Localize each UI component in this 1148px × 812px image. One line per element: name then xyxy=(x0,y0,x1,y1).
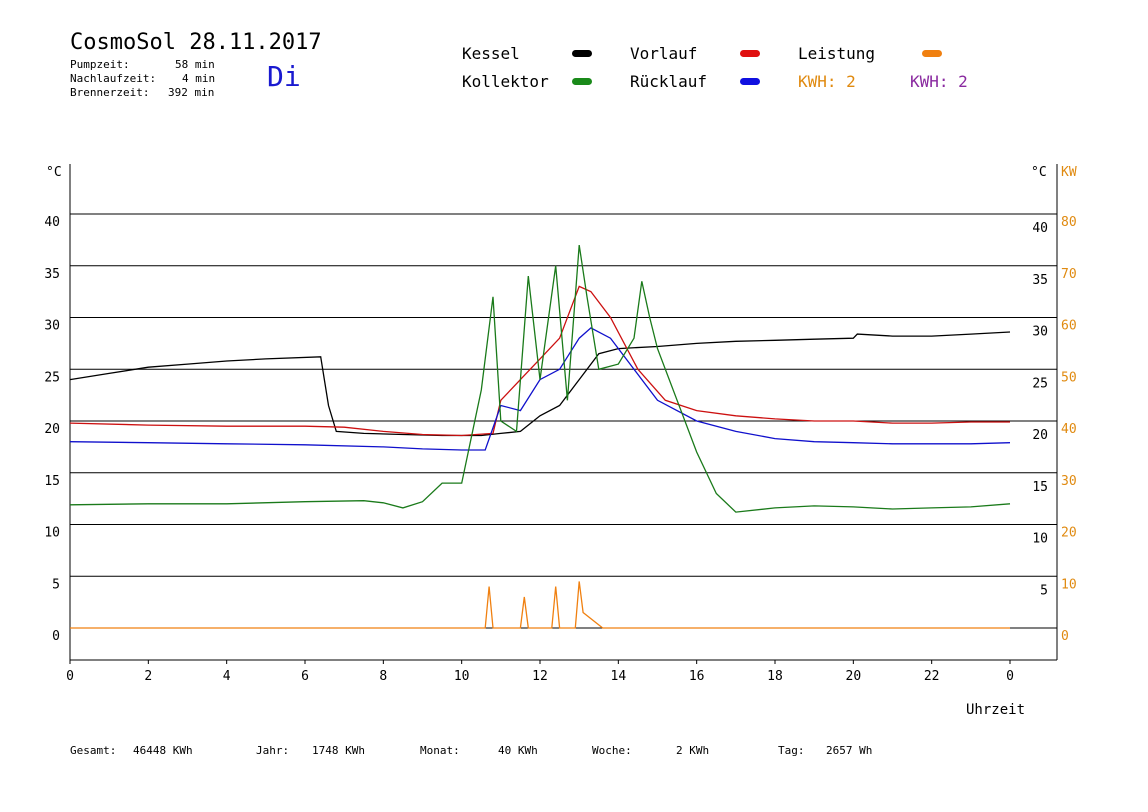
weekday-label: Di xyxy=(267,60,301,93)
stat-pumpzeit-label: Pumpzeit: xyxy=(70,58,130,71)
y-tick-right-temp: 20 xyxy=(1032,428,1048,443)
footer-gesamt-value: 46448 KWh xyxy=(133,744,193,757)
series-line-kessel xyxy=(69,331,1011,437)
footer-jahr-value: 1748 KWh xyxy=(312,744,365,757)
legend-kessel-label: Kessel xyxy=(462,44,520,63)
y-tick-right-temp: 25 xyxy=(1032,376,1048,391)
y-tick-left: 20 xyxy=(44,422,60,437)
footer-tag-label: Tag: xyxy=(778,744,805,757)
stat-pumpzeit-value: 58 min xyxy=(175,58,215,71)
y-tick-right-power: 10 xyxy=(1061,577,1077,592)
y-axis-label-left: °C xyxy=(46,165,62,180)
y-tick-right-power: 20 xyxy=(1061,526,1077,541)
y-tick-right-power: 0 xyxy=(1061,629,1069,644)
x-tick-label: 2 xyxy=(144,669,152,684)
y-tick-left: 5 xyxy=(52,577,60,592)
legend-ruecklauf-swatch xyxy=(740,78,760,85)
footer-gesamt-label: Gesamt: xyxy=(70,744,117,757)
stat-nachlaufzeit-value: 4 min xyxy=(182,72,216,85)
x-tick-label: 12 xyxy=(532,669,548,684)
y-tick-right-power: 40 xyxy=(1061,422,1077,437)
x-tick-label: 20 xyxy=(846,669,862,684)
y-tick-right-temp: 10 xyxy=(1032,532,1048,547)
y-tick-right-temp: 5 xyxy=(1040,583,1048,598)
y-tick-right-power: 50 xyxy=(1061,370,1077,385)
chart-title: CosmoSol 28.11.2017 xyxy=(70,30,322,55)
footer-tag-value: 2657 Wh xyxy=(826,744,873,757)
series-line-rcklauf xyxy=(69,327,1011,451)
y-tick-left: 40 xyxy=(44,215,60,230)
legend-kwh-orange: KWH: 2 xyxy=(798,72,856,91)
legend-leistung-label: Leistung xyxy=(798,44,876,63)
footer-jahr-label: Jahr: xyxy=(256,744,290,757)
footer-woche-value: 2 KWh xyxy=(676,744,710,757)
y-tick-left: 0 xyxy=(52,629,60,644)
legend-ruecklauf-label: Rücklauf xyxy=(630,72,708,91)
series-line-vorlauf xyxy=(69,285,1010,437)
y-tick-left: 15 xyxy=(44,474,60,489)
legend-kessel-swatch xyxy=(572,50,592,57)
y-axis-label-right-power: KW xyxy=(1061,165,1077,180)
x-tick-label: 6 xyxy=(301,669,309,684)
y-tick-right-power: 60 xyxy=(1061,319,1077,334)
footer-monat-value: 40 KWh xyxy=(498,744,538,757)
x-tick-label: 14 xyxy=(611,669,627,684)
legend-kollektor-swatch xyxy=(572,78,592,85)
series-line-kollektor xyxy=(69,245,1011,513)
x-tick-label: 22 xyxy=(924,669,940,684)
series-line-leistung xyxy=(70,581,1010,629)
y-tick-right-power: 30 xyxy=(1061,474,1077,489)
x-tick-label: 4 xyxy=(223,669,231,684)
y-tick-right-temp: 35 xyxy=(1032,273,1048,288)
y-tick-left: 10 xyxy=(44,526,60,541)
legend-kwh-purple: KWH: 2 xyxy=(910,72,968,91)
y-tick-left: 25 xyxy=(44,370,60,385)
y-tick-left: 35 xyxy=(44,267,60,282)
footer-monat-label: Monat: xyxy=(420,744,460,757)
x-tick-label: 10 xyxy=(454,669,470,684)
stat-nachlaufzeit-label: Nachlaufzeit: xyxy=(70,72,157,85)
y-tick-right-power: 70 xyxy=(1061,267,1077,282)
x-tick-label: 16 xyxy=(689,669,705,684)
x-tick-label: 18 xyxy=(767,669,783,684)
legend-leistung-swatch xyxy=(922,50,942,57)
x-axis-label: Uhrzeit xyxy=(966,702,1025,718)
y-tick-left: 30 xyxy=(44,319,60,334)
y-axis-label-right-temp: °C xyxy=(1031,165,1047,180)
x-tick-label: 0 xyxy=(66,669,74,684)
stat-brennerzeit-label: Brennerzeit: xyxy=(70,86,150,99)
x-tick-label: 0 xyxy=(1006,669,1014,684)
legend-kollektor-label: Kollektor xyxy=(462,72,549,91)
y-tick-right-temp: 15 xyxy=(1032,480,1048,495)
footer-woche-label: Woche: xyxy=(592,744,632,757)
y-tick-right-temp: 40 xyxy=(1032,221,1048,236)
x-tick-label: 8 xyxy=(379,669,387,684)
y-tick-right-temp: 30 xyxy=(1032,325,1048,340)
y-tick-right-power: 80 xyxy=(1061,215,1077,230)
stat-brennerzeit-value: 392 min xyxy=(168,86,215,99)
legend-vorlauf-label: Vorlauf xyxy=(630,44,698,63)
legend-vorlauf-swatch xyxy=(740,50,760,57)
